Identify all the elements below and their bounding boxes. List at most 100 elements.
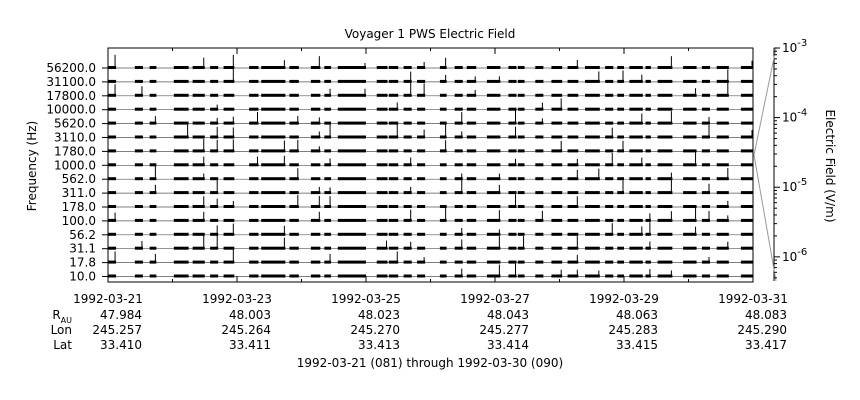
segment-bar (388, 163, 399, 167)
segment-bar (324, 107, 332, 111)
segment-bar (605, 107, 614, 111)
segment-bar (454, 163, 463, 167)
segment-bar (740, 79, 753, 83)
segment-bar (439, 79, 447, 83)
segment-bar (149, 232, 157, 236)
segment-bar (261, 274, 286, 278)
segment-bar (454, 191, 463, 195)
segment-bar (337, 107, 366, 111)
segment-bar (508, 149, 517, 153)
data-segment (701, 66, 710, 278)
segment-bar (740, 93, 753, 97)
x-tick-label: 1992-03-29 (589, 292, 659, 306)
ephemeris-value: 48.063 (616, 308, 658, 322)
segment-bar (261, 66, 286, 69)
segment-bar (376, 191, 388, 195)
segment-bar (466, 66, 477, 69)
segment-bar (261, 177, 286, 181)
segment-bar (149, 218, 157, 222)
segment-bar (486, 107, 501, 111)
segment-bar (310, 93, 321, 97)
segment-bar (645, 107, 651, 111)
segment-bar (585, 79, 600, 83)
segment-bar (535, 135, 544, 139)
segment-bar (701, 177, 710, 181)
segment-bar (403, 66, 412, 69)
segment-bar (417, 121, 426, 125)
data-segment (551, 66, 563, 278)
segment-bar (192, 218, 205, 222)
segment-bar (567, 149, 579, 153)
data-segment (645, 66, 651, 278)
segment-bar (517, 93, 525, 97)
segment-bar (466, 246, 477, 250)
segment-bar (617, 93, 624, 97)
segment-bar (439, 205, 447, 208)
segment-bar (617, 107, 624, 111)
segment-bar (517, 107, 525, 111)
segment-bar (486, 79, 501, 83)
segment-bar (645, 218, 651, 222)
segment-bar (108, 260, 117, 264)
ephemeris-table: 1992-03-21 1992-03-23 1992-03-25 1992-03-27… (51, 292, 788, 352)
segment-bar (134, 191, 143, 195)
segment-bar (701, 66, 710, 69)
segment-bar (223, 121, 235, 125)
segment-bar (223, 274, 235, 278)
segment-bar (683, 149, 697, 153)
segment-bar (629, 232, 643, 236)
segment-bar (310, 163, 321, 167)
ephemeris-value: 33.413 (358, 338, 400, 352)
segment-bar (108, 218, 117, 222)
segment-bar (439, 177, 447, 181)
channel-label: 31.1 (69, 242, 96, 256)
segment-bar (376, 205, 388, 208)
segment-bar (585, 260, 600, 264)
segment-bar (466, 232, 477, 236)
segment-bar (740, 149, 753, 153)
segment-bar (108, 135, 117, 139)
segment-bar (629, 191, 643, 195)
segment-bar (388, 149, 399, 153)
segment-bar (629, 205, 643, 208)
segment-bar (585, 107, 600, 111)
segment-bar (439, 163, 447, 167)
segment-bar (337, 93, 366, 97)
ephemeris-value: 48.023 (358, 308, 400, 322)
segment-bar (605, 218, 614, 222)
segment-bar (657, 149, 673, 153)
segment-bar (376, 135, 388, 139)
segment-bar (486, 218, 501, 222)
segment-bar (486, 274, 501, 278)
segment-bar (535, 121, 544, 125)
segment-bar (324, 232, 332, 236)
segment-bar (551, 121, 563, 125)
segment-bar (508, 232, 517, 236)
segment-bar (701, 163, 710, 167)
segment-bar (149, 135, 157, 139)
segment-bar (337, 191, 366, 195)
segment-bar (261, 135, 286, 139)
segment-bar (310, 149, 321, 153)
segment-bar (439, 218, 447, 222)
segment-bar (149, 246, 157, 250)
segment-bar (701, 191, 710, 195)
segment-bar (289, 232, 299, 236)
segment-bar (108, 107, 117, 111)
time-axis-ticks (107, 48, 754, 282)
channel-label: 1000.0 (54, 158, 96, 172)
segment-bar (210, 149, 219, 153)
segment-bar (617, 66, 624, 69)
segment-bar (645, 93, 651, 97)
segment-bar (551, 79, 563, 83)
segment-bar (210, 93, 219, 97)
segment-bar (108, 274, 117, 278)
segment-bar (657, 205, 673, 208)
segment-bar (645, 79, 651, 83)
segment-bar (657, 163, 673, 167)
segment-bar (403, 232, 412, 236)
segment-bar (376, 149, 388, 153)
segment-bar (629, 93, 643, 97)
segment-bar (701, 107, 710, 111)
segment-bar (740, 205, 753, 208)
